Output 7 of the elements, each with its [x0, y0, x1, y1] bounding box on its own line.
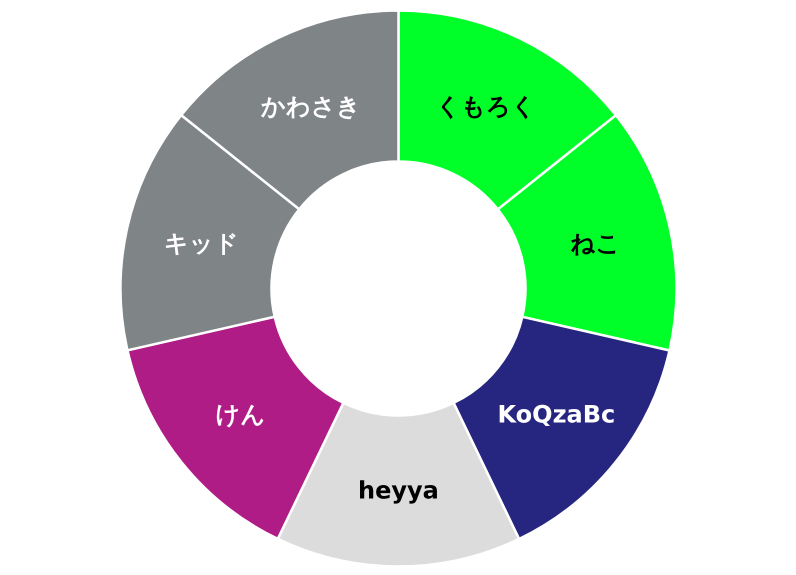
slice-label: KoQzaBc [498, 400, 616, 428]
slice-label: けん [216, 400, 266, 428]
slice-label: ねこ [570, 230, 620, 258]
slice-label: かわさき [260, 92, 361, 120]
slice-label: くもろく [436, 92, 536, 121]
slice-label: キッド [164, 230, 240, 258]
slice-label: heyya [358, 476, 439, 504]
